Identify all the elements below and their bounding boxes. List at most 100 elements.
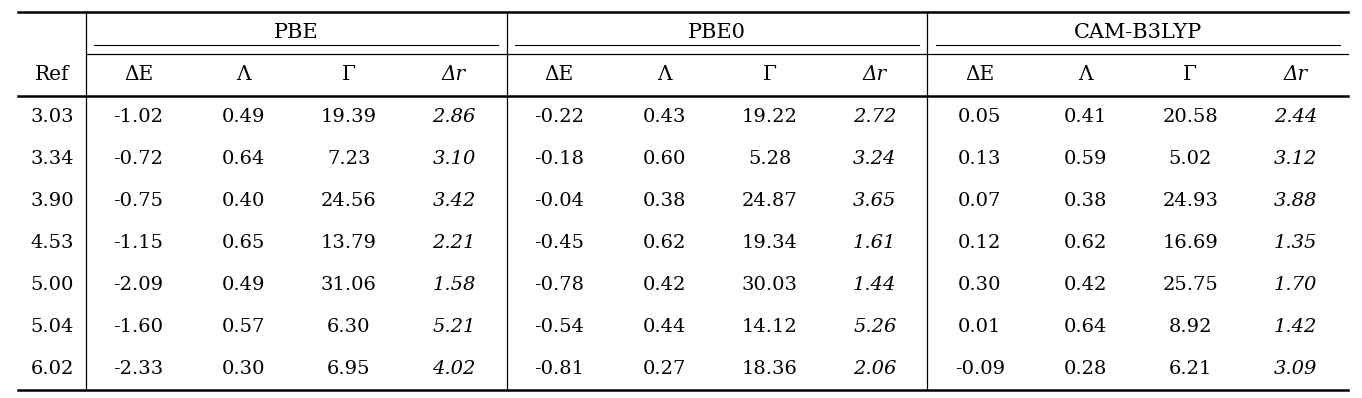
Text: 24.93: 24.93: [1162, 192, 1218, 210]
Text: 0.59: 0.59: [1064, 150, 1107, 168]
Text: 24.87: 24.87: [742, 192, 798, 210]
Text: 2.21: 2.21: [432, 234, 475, 252]
Text: 25.75: 25.75: [1162, 276, 1218, 294]
Text: 4.53: 4.53: [30, 234, 74, 252]
Text: 7.23: 7.23: [327, 150, 370, 168]
Text: 0.42: 0.42: [1064, 276, 1107, 294]
Text: PBE0: PBE0: [688, 23, 746, 43]
Text: 1.61: 1.61: [853, 234, 896, 252]
Text: 2.86: 2.86: [432, 108, 475, 126]
Text: ΔE: ΔE: [124, 66, 153, 84]
Text: Δr: Δr: [1283, 66, 1308, 84]
Text: -0.72: -0.72: [113, 150, 163, 168]
Text: 3.65: 3.65: [853, 192, 896, 210]
Text: 0.62: 0.62: [643, 234, 686, 252]
Text: 30.03: 30.03: [741, 276, 798, 294]
Text: Λ: Λ: [1077, 66, 1092, 84]
Text: 1.44: 1.44: [853, 276, 896, 294]
Text: 3.09: 3.09: [1273, 360, 1317, 378]
Text: 31.06: 31.06: [321, 276, 377, 294]
Text: CAM-B3LYP: CAM-B3LYP: [1073, 23, 1201, 43]
Text: 0.40: 0.40: [222, 192, 266, 210]
Text: 8.92: 8.92: [1169, 318, 1212, 336]
Text: 19.22: 19.22: [742, 108, 798, 126]
Text: 18.36: 18.36: [742, 360, 798, 378]
Text: -0.09: -0.09: [955, 360, 1005, 378]
Text: -1.15: -1.15: [113, 234, 163, 252]
Text: 16.69: 16.69: [1162, 234, 1218, 252]
Text: 0.44: 0.44: [643, 318, 686, 336]
Text: 2.44: 2.44: [1273, 108, 1317, 126]
Text: -0.81: -0.81: [534, 360, 584, 378]
Text: Γ: Γ: [763, 66, 776, 84]
Text: 0.12: 0.12: [959, 234, 1001, 252]
Text: -2.09: -2.09: [113, 276, 163, 294]
Text: 24.56: 24.56: [321, 192, 377, 210]
Text: 0.57: 0.57: [222, 318, 266, 336]
Text: -0.22: -0.22: [534, 108, 584, 126]
Text: Λ: Λ: [237, 66, 251, 84]
Text: 3.88: 3.88: [1273, 192, 1317, 210]
Text: 20.58: 20.58: [1162, 108, 1218, 126]
Text: 0.43: 0.43: [643, 108, 686, 126]
Text: 3.90: 3.90: [30, 192, 74, 210]
Text: -0.45: -0.45: [534, 234, 584, 252]
Text: 1.58: 1.58: [432, 276, 475, 294]
Text: Γ: Γ: [1184, 66, 1197, 84]
Text: -0.78: -0.78: [534, 276, 584, 294]
Text: 0.01: 0.01: [959, 318, 1001, 336]
Text: 13.79: 13.79: [321, 234, 377, 252]
Text: 1.70: 1.70: [1273, 276, 1317, 294]
Text: -0.04: -0.04: [534, 192, 584, 210]
Text: 19.39: 19.39: [321, 108, 377, 126]
Text: 3.42: 3.42: [432, 192, 475, 210]
Text: 19.34: 19.34: [741, 234, 798, 252]
Text: 0.38: 0.38: [643, 192, 686, 210]
Text: 0.42: 0.42: [643, 276, 686, 294]
Text: -0.54: -0.54: [534, 318, 584, 336]
Text: 5.28: 5.28: [748, 150, 791, 168]
Text: 1.35: 1.35: [1273, 234, 1317, 252]
Text: Γ: Γ: [342, 66, 355, 84]
Text: 3.24: 3.24: [853, 150, 896, 168]
Text: 0.30: 0.30: [957, 276, 1001, 294]
Text: 2.06: 2.06: [853, 360, 896, 378]
Text: -1.02: -1.02: [113, 108, 163, 126]
Text: Ref: Ref: [35, 66, 69, 84]
Text: Δr: Δr: [862, 66, 887, 84]
Text: 0.07: 0.07: [959, 192, 1001, 210]
Text: 5.00: 5.00: [30, 276, 74, 294]
Text: 6.02: 6.02: [30, 360, 74, 378]
Text: 0.27: 0.27: [643, 360, 686, 378]
Text: 3.34: 3.34: [30, 150, 74, 168]
Text: 0.28: 0.28: [1064, 360, 1107, 378]
Text: 0.64: 0.64: [222, 150, 266, 168]
Text: 0.41: 0.41: [1064, 108, 1107, 126]
Text: 1.42: 1.42: [1273, 318, 1317, 336]
Text: 0.30: 0.30: [222, 360, 266, 378]
Text: 2.72: 2.72: [853, 108, 896, 126]
Text: 0.13: 0.13: [957, 150, 1001, 168]
Text: 5.21: 5.21: [432, 318, 475, 336]
Text: 4.02: 4.02: [432, 360, 475, 378]
Text: ΔE: ΔE: [966, 66, 994, 84]
Text: 6.30: 6.30: [327, 318, 370, 336]
Text: 0.64: 0.64: [1064, 318, 1107, 336]
Text: -1.60: -1.60: [113, 318, 163, 336]
Text: -0.18: -0.18: [534, 150, 584, 168]
Text: 3.03: 3.03: [30, 108, 74, 126]
Text: 0.60: 0.60: [643, 150, 686, 168]
Text: 3.12: 3.12: [1273, 150, 1317, 168]
Text: 5.04: 5.04: [30, 318, 74, 336]
Text: Δr: Δr: [443, 66, 466, 84]
Text: 0.65: 0.65: [222, 234, 266, 252]
Text: -0.75: -0.75: [113, 192, 163, 210]
Text: ΔE: ΔE: [545, 66, 573, 84]
Text: Λ: Λ: [656, 66, 671, 84]
Text: 0.05: 0.05: [959, 108, 1001, 126]
Text: 0.38: 0.38: [1064, 192, 1107, 210]
Text: 0.49: 0.49: [222, 276, 266, 294]
Text: PBE: PBE: [274, 23, 319, 43]
Text: 3.10: 3.10: [432, 150, 475, 168]
Text: 0.49: 0.49: [222, 108, 266, 126]
